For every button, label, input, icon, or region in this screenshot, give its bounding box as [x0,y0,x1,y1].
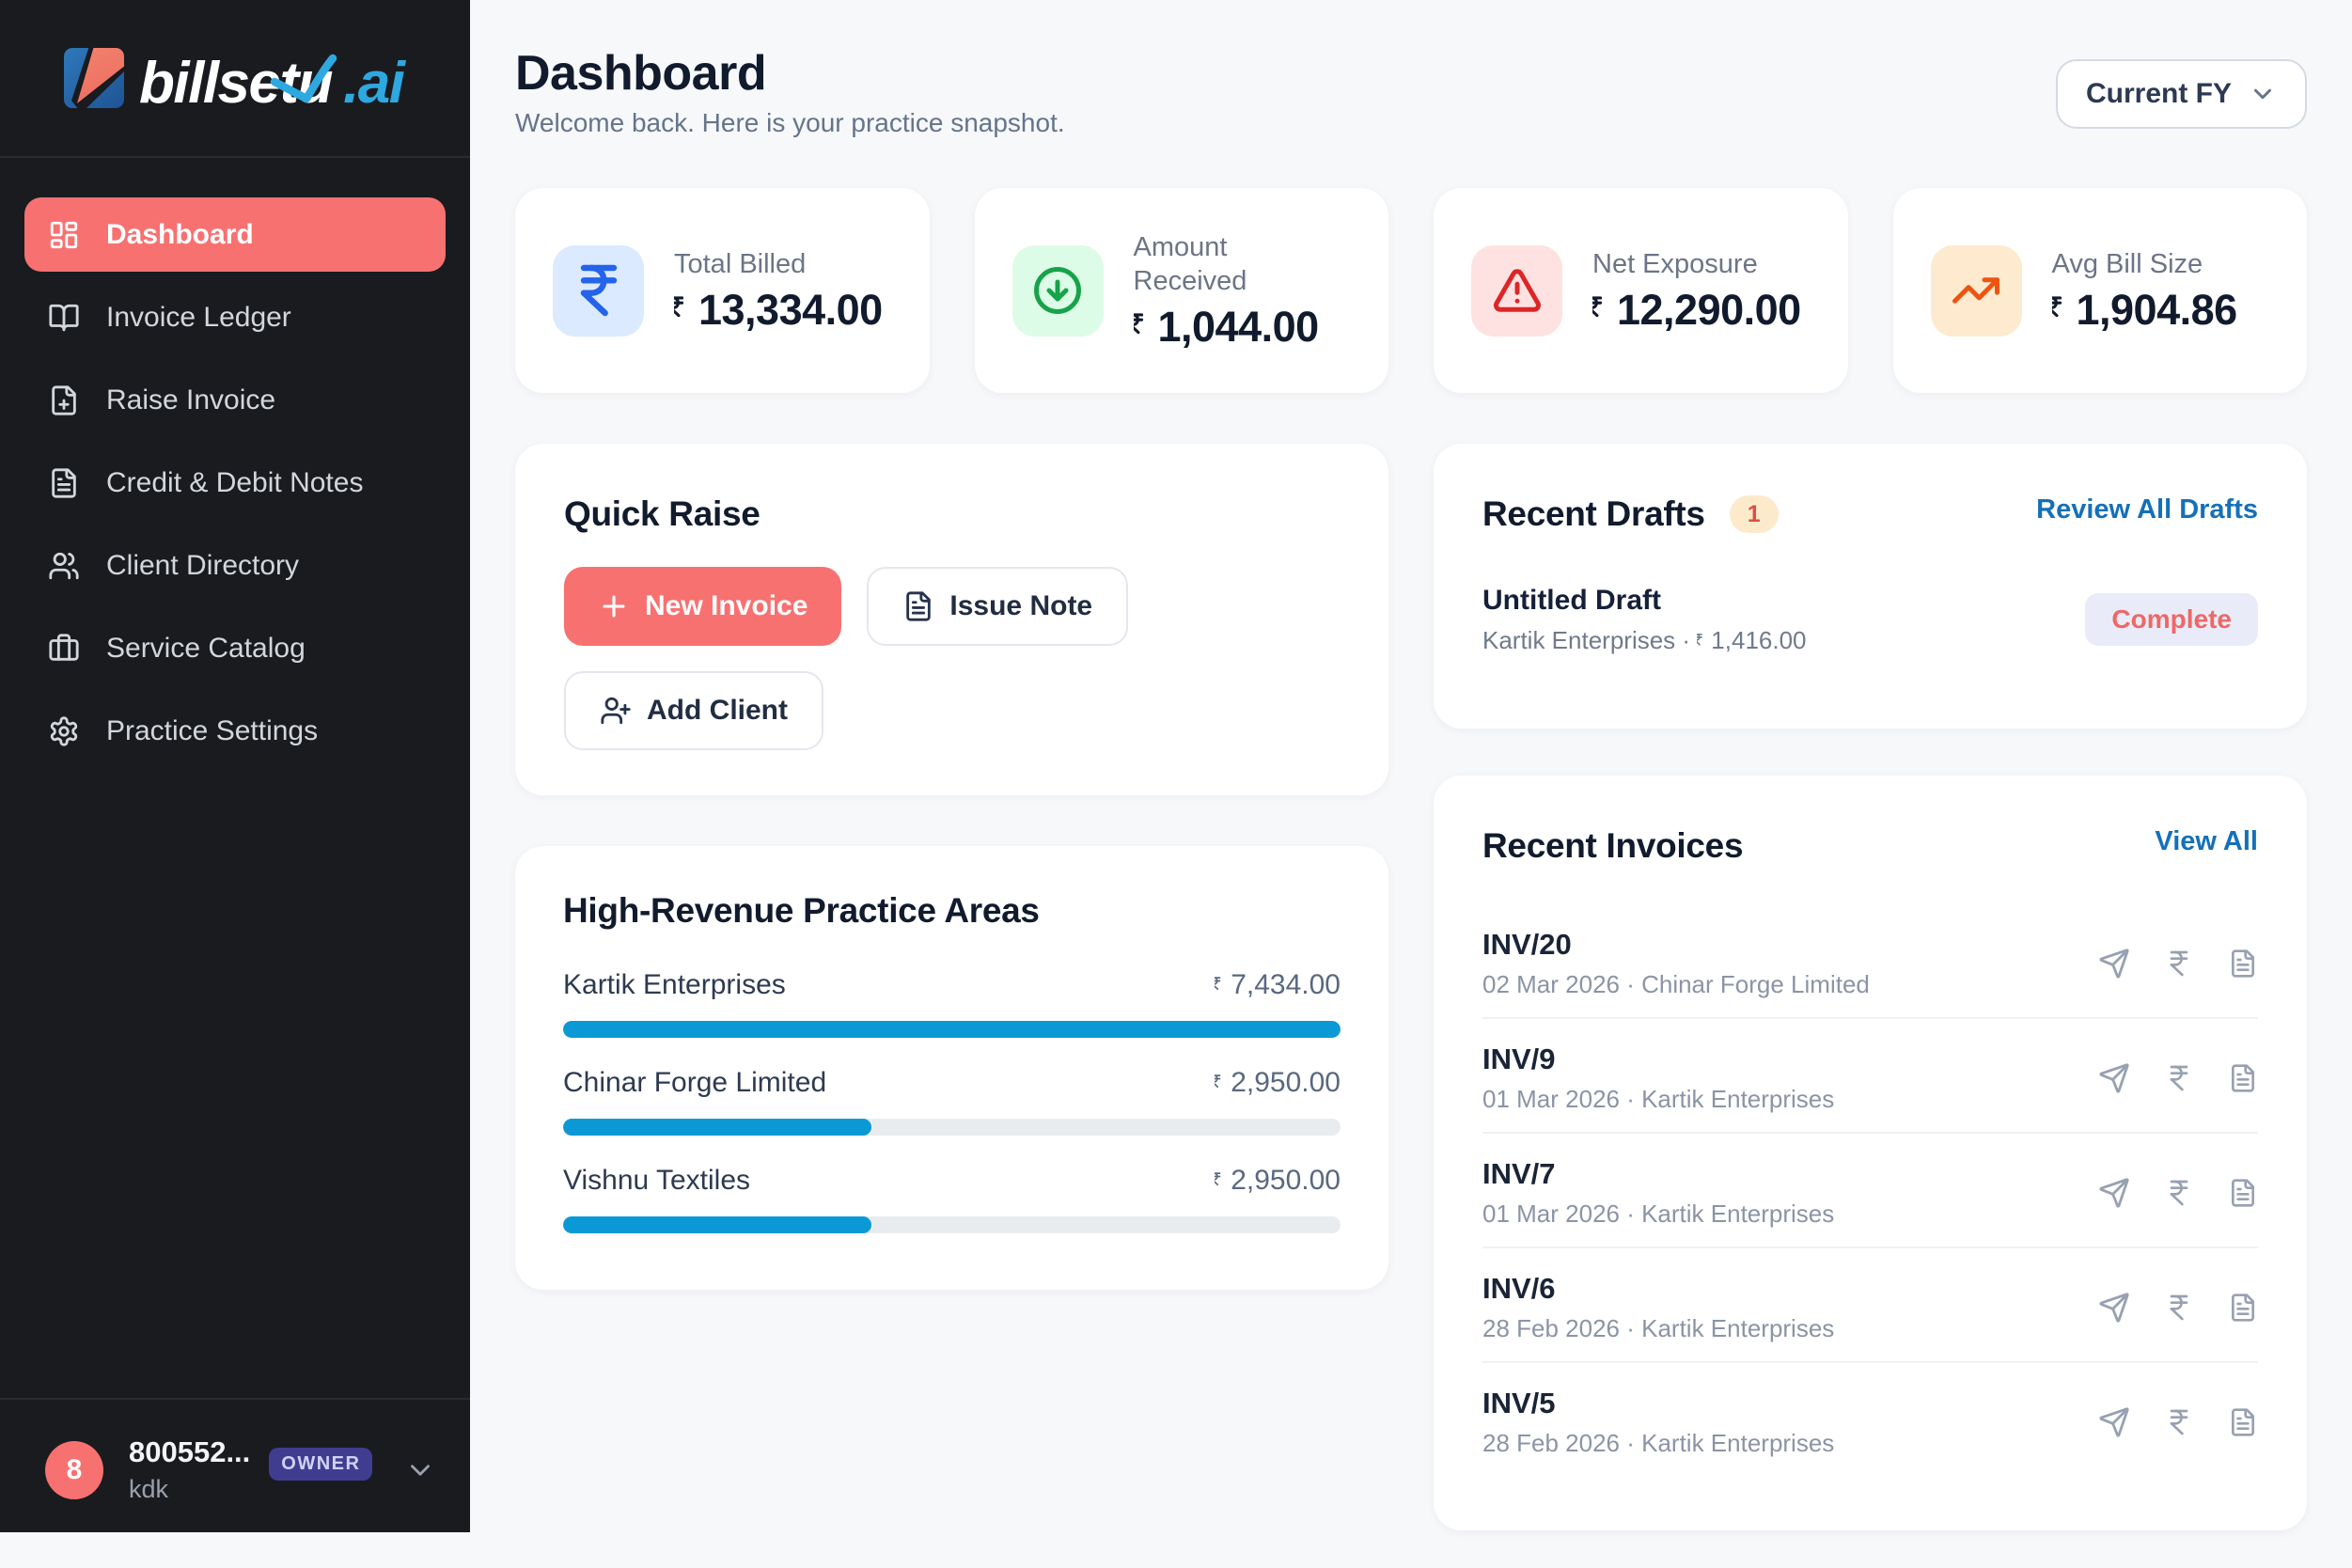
svg-text:.ai: .ai [343,51,407,112]
svg-text:billsetu: billsetu [139,51,333,112]
